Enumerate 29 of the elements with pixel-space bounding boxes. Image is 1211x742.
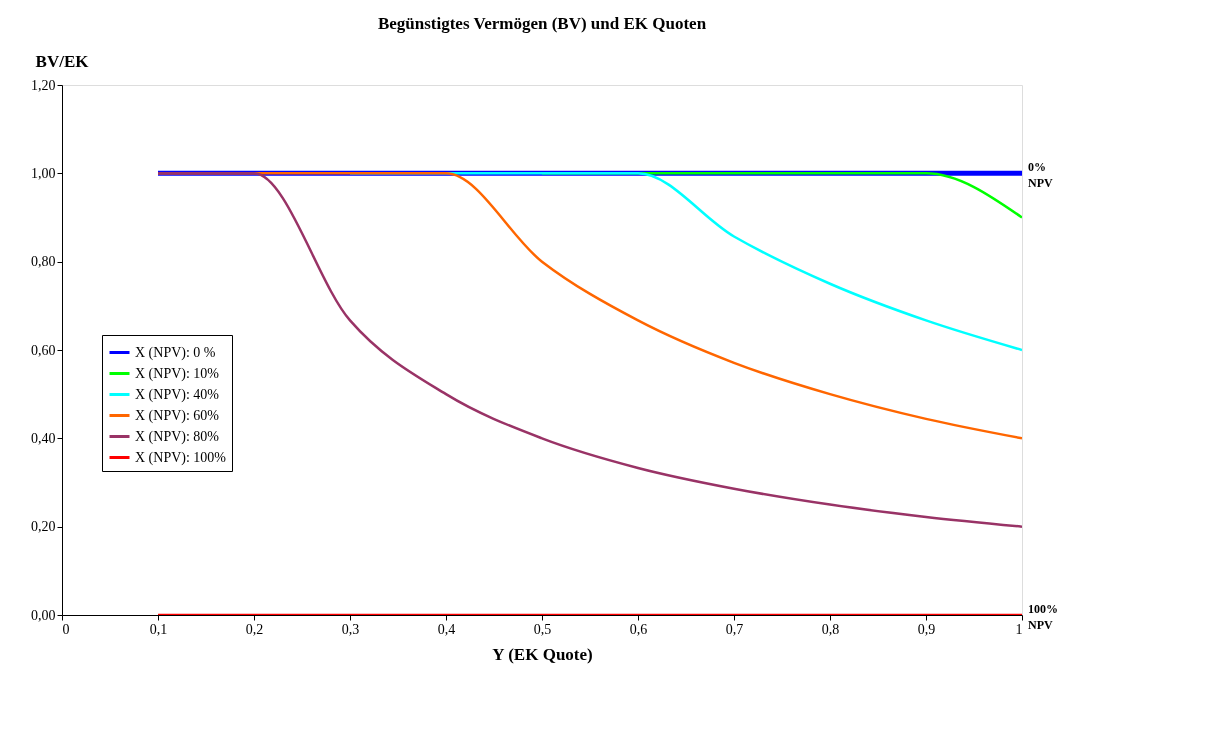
x-tick-label: 0,6	[629, 621, 648, 637]
y-tick-label: 0,00	[31, 607, 56, 623]
x-tick-label: 0,4	[437, 621, 456, 637]
x-axis-title: Y (EK Quote)	[492, 644, 593, 664]
x-tick-label: 1	[1015, 621, 1023, 637]
legend-label: X (NPV): 0 %	[135, 344, 216, 361]
y-axis-title: BV/EK	[35, 52, 90, 71]
y-tick-label: 0,80	[31, 254, 56, 270]
annotation: 0% NPV	[1028, 160, 1053, 191]
legend-label: X (NPV): 100%	[135, 449, 227, 466]
legend-label: X (NPV): 60%	[135, 407, 220, 424]
y-tick-label: 1,20	[31, 77, 56, 93]
y-tick-label: 0,60	[31, 342, 56, 358]
x-tick-label: 0	[62, 621, 70, 637]
annotation: 100% NPV	[1028, 602, 1058, 632]
x-tick-label: 0,2	[245, 621, 264, 637]
x-tick-label: 0,8	[821, 621, 840, 637]
legend-label: X (NPV): 80%	[135, 428, 220, 445]
x-tick-label: 0,5	[533, 621, 552, 637]
chart-title: Begünstigtes Vermögen (BV) und EK Quoten	[377, 14, 707, 33]
x-tick-label: 0,7	[725, 621, 744, 637]
y-tick-label: 0,20	[31, 519, 56, 535]
legend-label: X (NPV): 10%	[135, 365, 220, 382]
x-tick-label: 0,9	[917, 621, 936, 637]
y-tick-label: 0,40	[31, 430, 56, 446]
x-tick-label: 0,1	[149, 621, 168, 637]
legend-label: X (NPV): 40%	[135, 386, 220, 403]
y-tick-label: 1,00	[31, 165, 56, 181]
x-tick-label: 0,3	[341, 621, 360, 637]
